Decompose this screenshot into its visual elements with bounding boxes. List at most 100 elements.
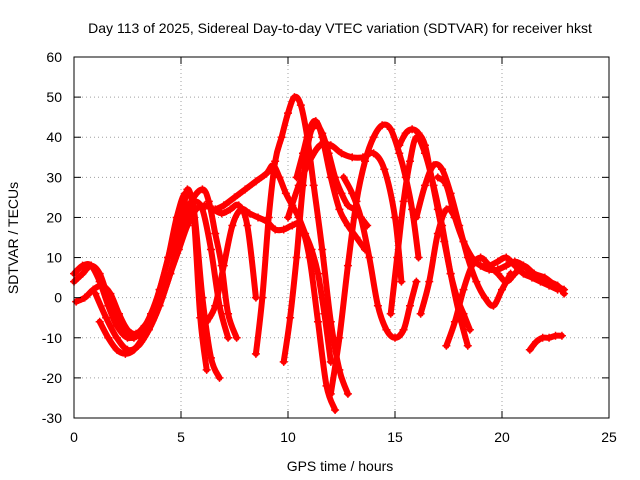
data-point xyxy=(335,333,344,342)
data-point xyxy=(408,125,417,134)
data-point xyxy=(416,309,425,318)
series-marker-trail xyxy=(207,209,338,413)
data-point xyxy=(215,373,224,382)
data-point xyxy=(211,229,220,238)
data-point xyxy=(391,333,399,342)
data-point xyxy=(476,253,485,262)
data-point xyxy=(95,317,104,326)
data-point xyxy=(551,281,560,290)
data-point xyxy=(465,325,474,334)
y-tick-label: 40 xyxy=(46,129,62,145)
data-point xyxy=(164,253,173,262)
data-point xyxy=(251,177,260,186)
y-tick-label: 30 xyxy=(46,169,62,185)
data-point xyxy=(292,173,301,182)
data-point xyxy=(202,317,211,326)
series-marker-trail xyxy=(215,165,334,365)
data-point xyxy=(405,301,414,310)
data-point xyxy=(339,173,348,182)
data-point xyxy=(348,153,357,162)
x-axis-label: GPS time / hours xyxy=(287,458,394,474)
data-point xyxy=(502,277,511,286)
data-point xyxy=(147,313,156,322)
data-point xyxy=(343,389,352,398)
data-point xyxy=(138,333,147,342)
data-point xyxy=(493,269,502,278)
data-point xyxy=(232,333,241,342)
data-point xyxy=(545,333,554,342)
data-point xyxy=(365,253,374,262)
data-point xyxy=(87,261,96,270)
data-point xyxy=(380,165,389,174)
data-point xyxy=(459,309,468,318)
data-point xyxy=(290,93,299,102)
data-point xyxy=(228,221,237,230)
series-sat-g xyxy=(202,205,340,414)
data-point xyxy=(489,301,498,310)
series-line xyxy=(327,121,422,397)
data-point xyxy=(326,141,335,150)
data-point xyxy=(313,317,322,326)
series-sat-t xyxy=(525,331,566,354)
data-point xyxy=(459,285,468,294)
series-marker-trail xyxy=(95,189,240,353)
data-point xyxy=(356,213,365,222)
data-point xyxy=(198,185,207,194)
data-point xyxy=(245,209,254,218)
data-point xyxy=(279,225,288,234)
data-point xyxy=(305,253,314,262)
data-point xyxy=(296,101,305,110)
data-point xyxy=(510,257,519,266)
data-point xyxy=(230,193,239,202)
data-point xyxy=(337,189,346,198)
data-point xyxy=(397,277,406,286)
data-point xyxy=(337,149,346,158)
data-point xyxy=(236,205,245,214)
data-point xyxy=(181,205,190,214)
data-point xyxy=(123,325,132,334)
data-point xyxy=(104,333,113,342)
y-tick-label: 20 xyxy=(46,209,62,225)
grid xyxy=(74,57,609,418)
data-point xyxy=(198,205,207,214)
data-point xyxy=(78,261,87,270)
plot-frame xyxy=(73,56,610,419)
data-point xyxy=(446,269,455,278)
data-point xyxy=(155,285,164,294)
data-point xyxy=(106,289,115,298)
data-point xyxy=(425,277,434,286)
data-point xyxy=(112,345,121,354)
tick-labels: 0 5 10 15 20 25 -30 -20 -10 0 10 20 30 40 50 60 xyxy=(42,49,617,445)
y-tick-label: 50 xyxy=(46,89,62,105)
data-point xyxy=(183,185,192,194)
data-point xyxy=(309,181,318,190)
data-point xyxy=(369,149,378,158)
data-point xyxy=(254,213,263,222)
data-point xyxy=(502,253,511,262)
data-point xyxy=(498,285,506,294)
data-point xyxy=(112,333,121,342)
data-point xyxy=(217,209,226,218)
data-point xyxy=(399,325,408,334)
data-point xyxy=(262,169,271,178)
data-point xyxy=(196,313,205,322)
data-point xyxy=(485,261,494,270)
data-point xyxy=(275,173,284,182)
series-marker-trail xyxy=(530,336,565,353)
data-point xyxy=(97,281,106,290)
data-point xyxy=(391,213,399,222)
axis-ticks xyxy=(73,56,610,419)
data-point xyxy=(288,221,297,230)
data-point xyxy=(78,269,87,278)
data-point xyxy=(412,213,421,222)
data-point xyxy=(433,205,442,214)
data-point xyxy=(373,301,382,310)
data-point xyxy=(510,269,519,278)
x-tick-label: 0 xyxy=(70,429,78,445)
data-point xyxy=(264,213,273,222)
data-point xyxy=(206,353,215,362)
data-point xyxy=(189,197,198,206)
data-point xyxy=(401,129,410,138)
x-tick-label: 25 xyxy=(601,429,617,445)
